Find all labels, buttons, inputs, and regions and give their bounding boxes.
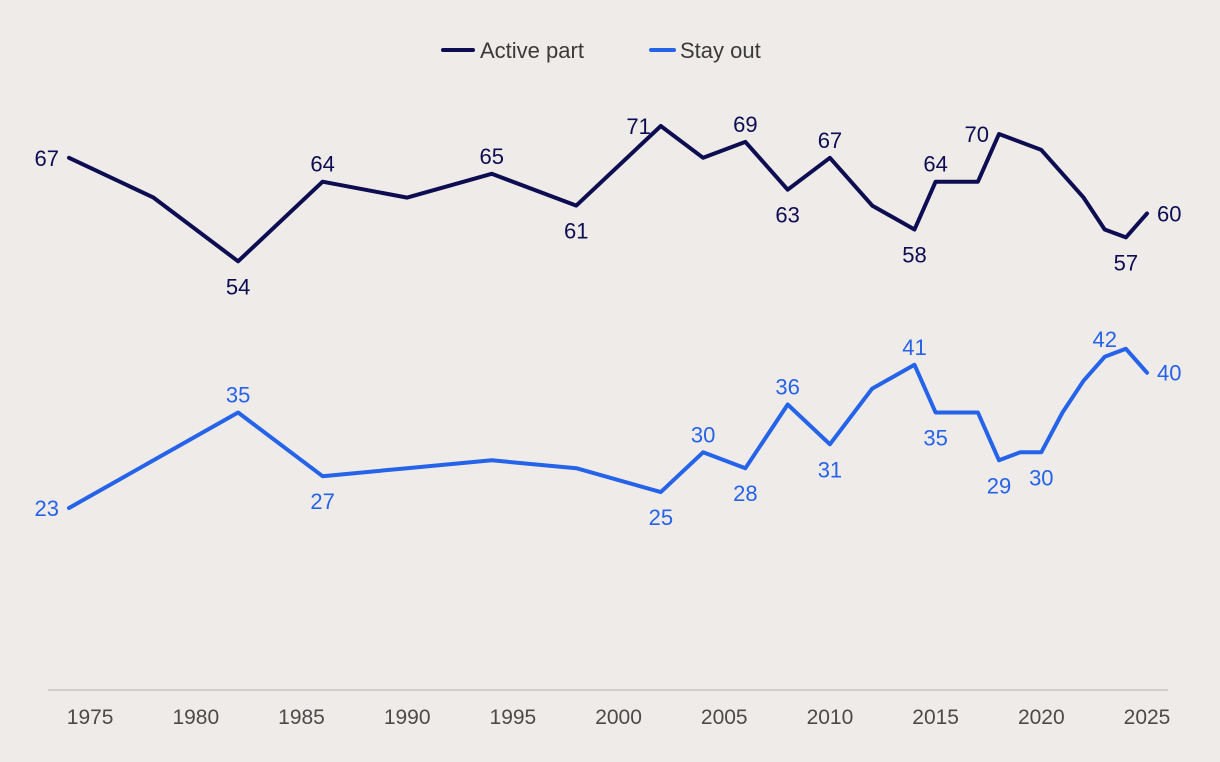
data-point-stay-out [490,458,494,462]
data-label-stay-out: 40 [1157,361,1181,386]
data-point-stay-out [912,363,916,367]
x-tick-label: 1980 [172,706,219,729]
x-tick-label: 1990 [384,706,431,729]
data-label-active-part: 69 [733,112,757,137]
data-point-active-part [490,172,494,176]
data-point-stay-out [701,450,705,454]
data-point-stay-out [405,466,409,470]
x-tick-label: 2025 [1124,706,1171,729]
data-point-active-part [786,188,790,192]
x-tick-label: 1985 [278,706,325,729]
data-label-stay-out: 35 [923,426,947,451]
x-axis-ticks: 1975 1980 1985 1990 1995 2000 2005 2010 2015 2020… [67,706,1171,729]
legend: Active part Stay out [441,38,761,63]
data-label-active-part: 61 [564,219,588,244]
series-line-stay-out [67,346,1149,510]
data-label-active-part: 57 [1114,250,1138,275]
data-point-active-part [1145,212,1149,216]
data-point-stay-out [1145,371,1149,375]
data-label-stay-out: 30 [691,422,715,447]
data-point-stay-out [659,490,663,494]
data-label-stay-out: 42 [1092,327,1116,352]
data-point-active-part [405,196,409,200]
x-tick-label: 2015 [912,706,959,729]
data-point-active-part [934,180,938,184]
data-label-active-part: 63 [775,203,799,228]
data-label-stay-out: 30 [1029,465,1053,490]
data-point-active-part [321,180,325,184]
data-label-active-part: 65 [480,144,504,169]
data-label-stay-out: 41 [902,335,926,360]
data-point-stay-out [1039,450,1043,454]
data-point-stay-out [152,458,156,462]
data-point-active-part [976,180,980,184]
data-point-stay-out [1018,450,1022,454]
data-point-stay-out [934,411,938,415]
data-point-stay-out [743,466,747,470]
data-label-stay-out: 31 [818,457,842,482]
data-point-active-part [1103,227,1107,231]
data-point-active-part [828,156,832,160]
legend-label-stay-out: Stay out [680,38,761,63]
data-point-active-part [912,227,916,231]
data-point-stay-out [976,411,980,415]
data-point-active-part [870,204,874,208]
data-point-active-part [152,196,156,200]
data-label-active-part: 64 [310,152,334,177]
data-point-stay-out [1124,347,1128,351]
data-label-stay-out: 35 [226,383,250,408]
x-tick-label: 1975 [67,706,114,729]
data-label-stay-out: 25 [649,505,673,530]
data-label-active-part: 60 [1157,202,1181,227]
data-point-stay-out [1082,379,1086,383]
x-tick-label: 2010 [807,706,854,729]
data-point-stay-out [786,403,790,407]
data-label-active-part: 70 [965,122,989,147]
data-label-stay-out: 28 [733,481,757,506]
data-point-active-part [574,204,578,208]
x-tick-label: 2020 [1018,706,1065,729]
data-point-stay-out [828,442,832,446]
data-point-stay-out [870,387,874,391]
data-point-stay-out [1103,355,1107,359]
series-line-active-part [67,124,1149,264]
legend-label-active-part: Active part [480,38,584,63]
data-label-stay-out: 27 [310,489,334,514]
data-point-stay-out [997,458,1001,462]
data-label-active-part: 54 [226,274,250,299]
x-tick-label: 2005 [701,706,748,729]
data-point-active-part [1039,148,1043,152]
data-label-stay-out: 29 [987,473,1011,498]
data-point-active-part [997,132,1001,136]
data-point-active-part [236,259,240,263]
data-label-active-part: 67 [35,146,59,171]
data-point-stay-out [1060,411,1064,415]
x-tick-label: 2000 [595,706,642,729]
data-point-active-part [1082,196,1086,200]
data-point-stay-out [236,411,240,415]
x-tick-label: 1995 [490,706,537,729]
data-point-stay-out [67,506,71,510]
data-label-active-part: 71 [626,114,650,139]
data-point-active-part [659,124,663,128]
data-label-active-part: 67 [818,128,842,153]
data-point-active-part [1124,235,1128,239]
data-label-stay-out: 36 [775,375,799,400]
data-point-stay-out [321,474,325,478]
plot-area: 67 54 64 65 61 71 69 63 67 58 64 70 57 60 23 35 27 25 30 28… [35,112,1182,530]
data-point-active-part [67,156,71,160]
data-point-active-part [743,140,747,144]
data-point-active-part [701,156,705,160]
data-label-active-part: 64 [923,152,947,177]
data-point-stay-out [574,466,578,470]
data-label-active-part: 58 [902,242,926,267]
data-label-stay-out: 23 [35,496,59,521]
